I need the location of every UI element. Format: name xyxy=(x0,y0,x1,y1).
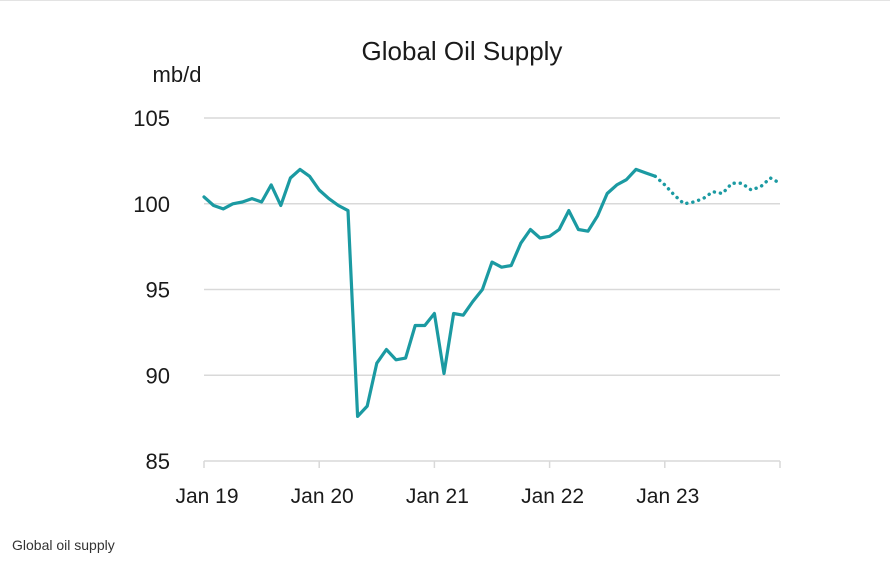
x-tick-label: Jan 20 xyxy=(291,485,354,508)
series-lines xyxy=(202,167,782,418)
x-tick-labels: Jan 19 Jan 20 Jan 21 Jan 22 Jan 23 xyxy=(175,485,699,508)
x-tick-label: Jan 22 xyxy=(521,485,584,508)
x-tick-label: Jan 23 xyxy=(636,485,699,508)
x-tick-label: Jan 21 xyxy=(406,485,469,508)
y-tick-label: 90 xyxy=(146,363,170,388)
historical-series-line xyxy=(202,167,657,418)
y-tick-label: 100 xyxy=(133,192,170,217)
forecast-series-line xyxy=(653,174,782,206)
x-tick-label: Jan 19 xyxy=(175,485,238,508)
x-axis xyxy=(203,460,781,468)
y-axis-unit-label: mb/d xyxy=(153,62,202,87)
y-tick-label: 95 xyxy=(146,278,170,303)
y-tick-label: 105 xyxy=(133,106,170,131)
chart-title: Global Oil Supply xyxy=(362,36,563,66)
y-tick-labels: 105 100 95 90 85 xyxy=(133,106,170,474)
figure-caption: Global oil supply xyxy=(12,537,115,553)
gridlines xyxy=(204,117,780,376)
line-chart: Global Oil Supply mb/d 105 100 95 90 85 Jan … xyxy=(133,36,782,508)
y-tick-label: 85 xyxy=(146,449,170,474)
top-divider xyxy=(0,0,890,1)
